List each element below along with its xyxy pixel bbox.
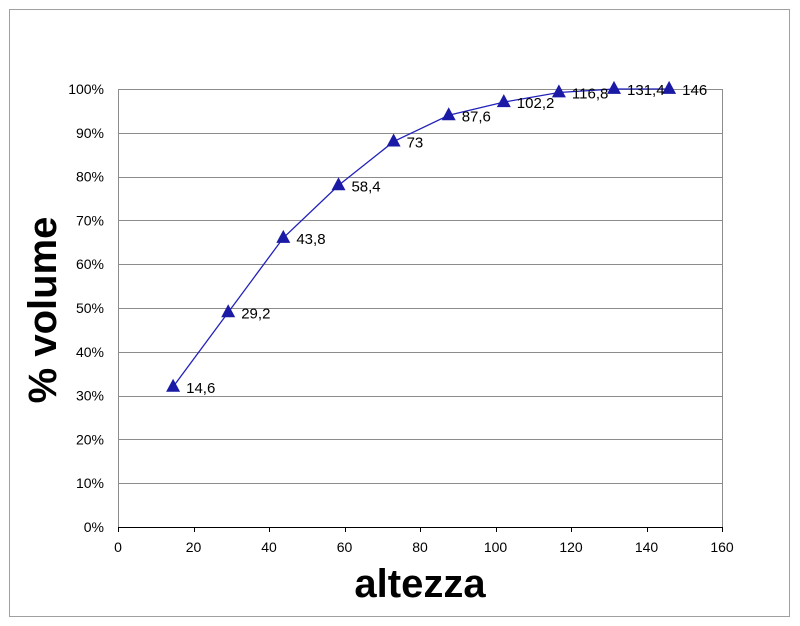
- data-point-marker: [276, 229, 291, 243]
- x-tick-label: 40: [261, 539, 277, 555]
- data-point-label: 102,2: [517, 95, 555, 112]
- data-point-label: 29,2: [241, 305, 270, 322]
- data-point-label: 146: [682, 82, 707, 99]
- data-labels: 14,6 29,2 43,8 58,4 73 87,6 102,2 116,8 131,4 146: [186, 82, 707, 397]
- y-tick-label: 30%: [76, 388, 104, 404]
- series-line: [172, 88, 670, 388]
- x-tick-label: 120: [559, 539, 583, 555]
- data-point-marker: [331, 177, 346, 191]
- y-tick-label: 90%: [76, 125, 104, 141]
- data-point-marker: [166, 378, 181, 392]
- gridlines: [118, 89, 722, 484]
- y-tick-label: 40%: [76, 344, 104, 360]
- y-tick-label: 80%: [76, 169, 104, 185]
- data-point-marker: [496, 94, 511, 108]
- x-axis-title: altezza: [354, 562, 486, 606]
- x-tick-label: 0: [114, 539, 122, 555]
- data-point-label: 43,8: [296, 231, 325, 248]
- x-tick-label: 160: [710, 539, 734, 555]
- data-point-marker: [441, 107, 456, 121]
- y-tick-label: 70%: [76, 212, 104, 228]
- data-point-label: 14,6: [186, 380, 215, 397]
- data-point-label: 73: [407, 135, 424, 152]
- x-tick-label: 60: [337, 539, 353, 555]
- y-tick-label: 0%: [84, 519, 104, 535]
- y-tick-label: 100%: [68, 81, 104, 97]
- data-point-marker: [551, 84, 566, 98]
- x-tick-label: 80: [412, 539, 428, 555]
- data-point-marker: [662, 80, 677, 94]
- data-point-marker: [386, 133, 401, 147]
- y-tick-label: 60%: [76, 256, 104, 272]
- data-point-label: 116,8: [572, 86, 608, 103]
- x-tick-label: 100: [484, 539, 508, 555]
- axes: [118, 89, 723, 532]
- data-point-label: 87,6: [462, 108, 491, 125]
- x-tick-label: 140: [635, 539, 659, 555]
- x-tick-label: 20: [186, 539, 202, 555]
- y-tick-label: 50%: [76, 300, 104, 316]
- data-point-label: 131,4: [627, 82, 665, 99]
- y-axis-title: % volume: [21, 217, 65, 404]
- y-tick-label: 10%: [76, 475, 104, 491]
- data-point-label: 58,4: [351, 178, 380, 195]
- data-point-marker: [221, 304, 236, 318]
- data-series: [166, 80, 677, 392]
- tick-labels: 0 20 40 60 80 100 120 140 160 0% 10% 20% 30% 40% 50% 60…: [68, 81, 734, 555]
- y-tick-label: 20%: [76, 431, 104, 447]
- data-point-marker: [607, 80, 621, 94]
